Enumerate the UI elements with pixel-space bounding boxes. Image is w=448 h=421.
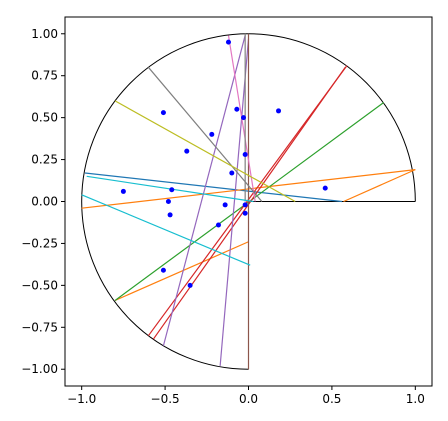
- y-tick-label: 0.75: [31, 69, 58, 83]
- y-tick-label: 0.25: [31, 153, 58, 167]
- y-tick-label: −0.25: [21, 236, 58, 250]
- data-point-1: [234, 106, 240, 112]
- y-tick-label: −0.75: [21, 320, 58, 334]
- data-point-5: [240, 115, 246, 121]
- data-point-7: [242, 152, 248, 158]
- segment-line-7: [162, 35, 246, 346]
- y-tick-label: −1.00: [21, 362, 58, 376]
- data-point-18: [160, 267, 166, 273]
- segment-line-0: [84, 172, 342, 203]
- data-point-4: [160, 110, 166, 116]
- data-point-14: [222, 202, 228, 208]
- segment-line-2: [343, 169, 416, 203]
- data-point-15: [215, 222, 221, 228]
- data-point-16: [242, 210, 248, 216]
- data-point-8: [169, 187, 175, 193]
- data-point-9: [120, 188, 126, 194]
- data-point-19: [187, 282, 193, 288]
- data-point-17: [322, 185, 328, 191]
- data-point-3: [184, 148, 190, 154]
- x-tick-label: −0.5: [151, 392, 180, 406]
- data-point-13: [242, 202, 248, 208]
- x-tick-label: 1.0: [406, 392, 425, 406]
- data-point-10: [165, 199, 171, 204]
- y-tick-label: −0.50: [21, 278, 58, 292]
- data-point-2: [209, 131, 215, 137]
- segment-line-4: [114, 102, 384, 301]
- data-point-11: [167, 212, 173, 218]
- x-tick-label: −1.0: [67, 392, 96, 406]
- segment-line-13: [114, 100, 296, 203]
- data-point-12: [229, 170, 235, 176]
- segment-line-3: [114, 241, 249, 302]
- y-tick-label: 0.50: [31, 111, 58, 125]
- x-tick-label: 0.0: [239, 392, 258, 406]
- segment-line-6: [152, 66, 346, 340]
- y-tick-label: 1.00: [31, 27, 58, 41]
- boundary-arc: [81, 33, 416, 370]
- segment-line-11: [147, 66, 263, 202]
- y-tick-label: 0.00: [31, 195, 58, 209]
- ticks-layer: −1.0 −0.5 0.0 0.5 1.0 −1.00 −0.75 −0.50 −0.25 0.0…: [21, 27, 425, 406]
- segment-line-14: [81, 194, 251, 266]
- x-tick-label: 0.5: [322, 392, 341, 406]
- data-point-6: [276, 108, 282, 114]
- data-point-0: [225, 39, 231, 45]
- points-layer: [120, 39, 328, 288]
- segment-line-8: [219, 38, 250, 366]
